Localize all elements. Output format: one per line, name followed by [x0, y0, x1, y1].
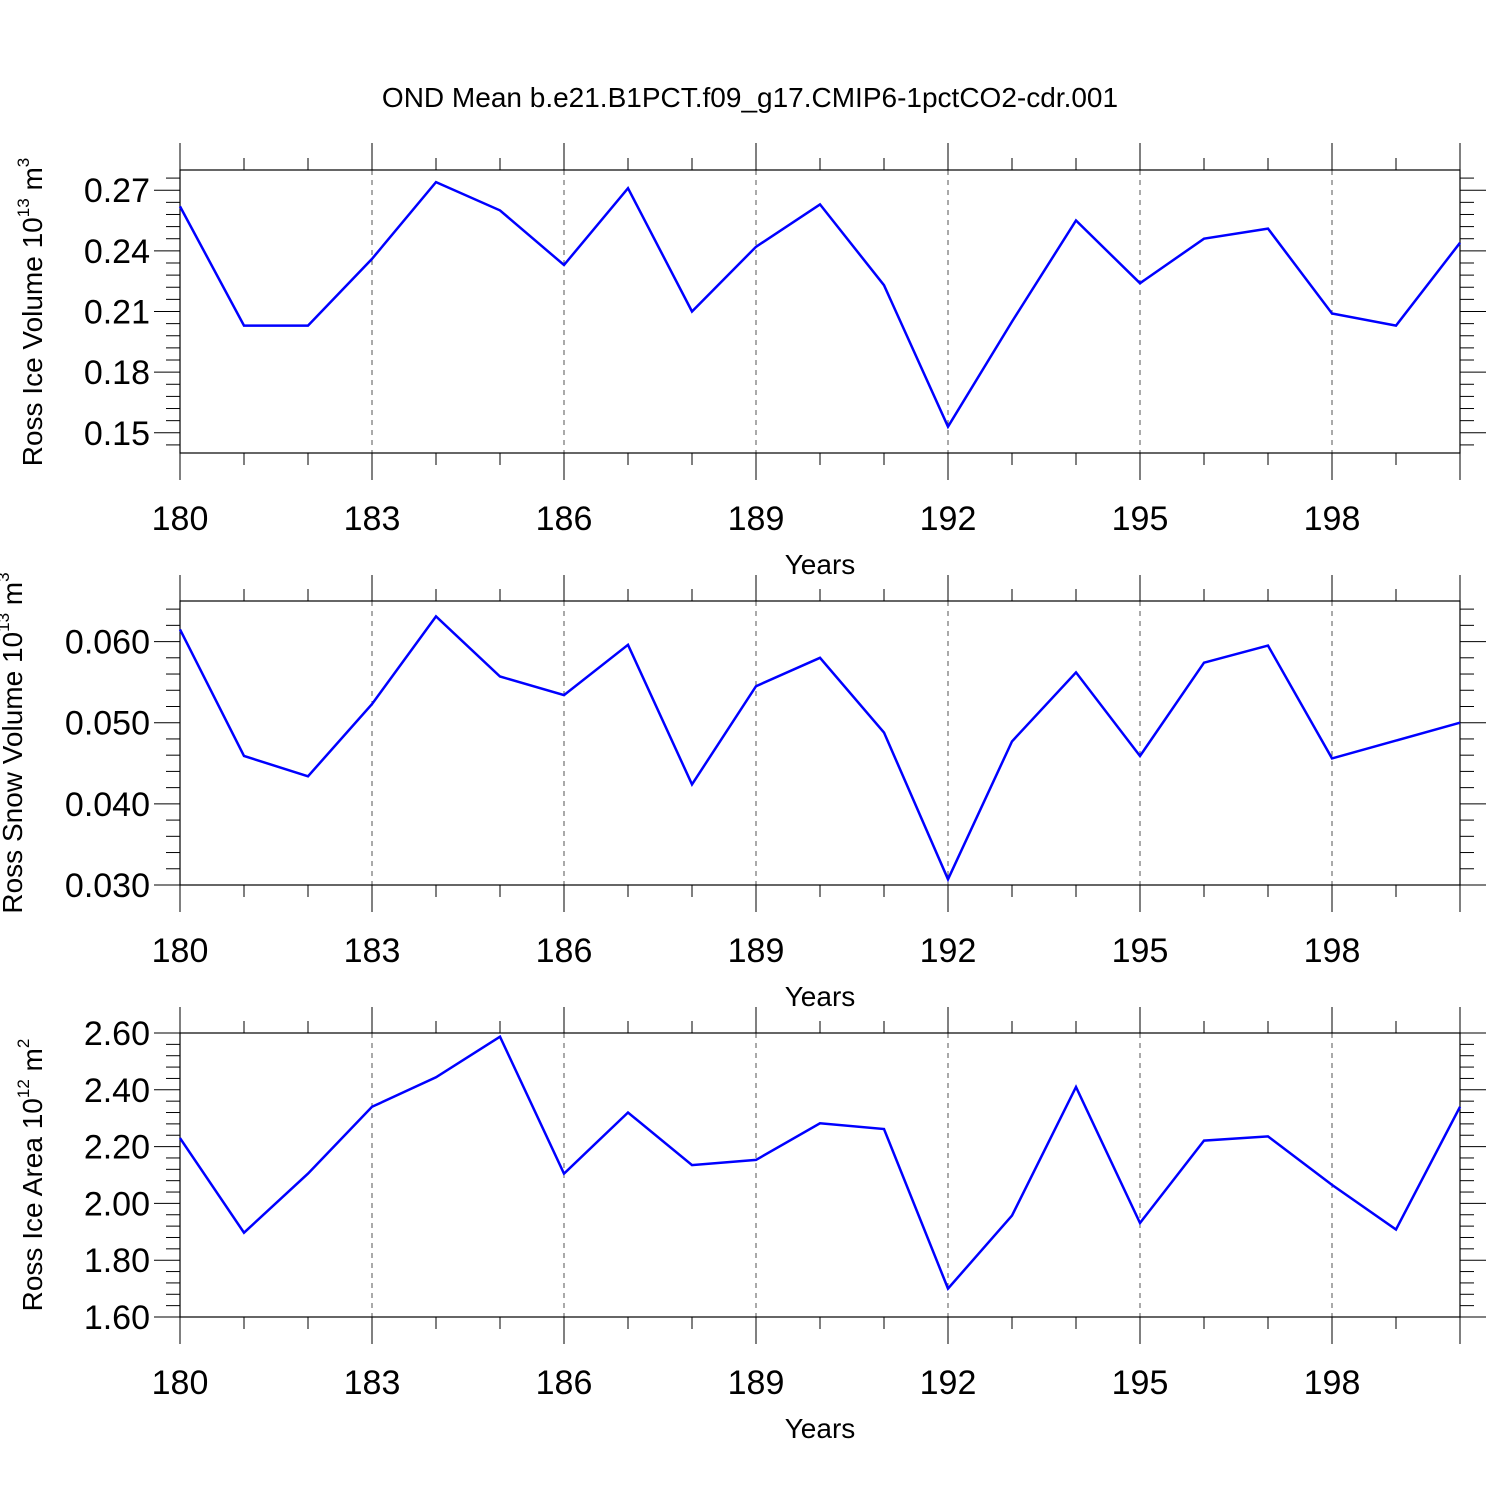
series-line	[178, 180, 1461, 430]
figure-title: OND Mean b.e21.B1PCT.f09_g17.CMIP6-1pctC…	[382, 82, 1118, 113]
y-axis-label: Ross Ice Area 1012 m2	[14, 1039, 48, 1312]
panel-2: 180 183 186 189 192 195 198 Years 0.030 0.040 0.05…	[0, 572, 1486, 1012]
y-tick-label: 0.050	[65, 705, 150, 743]
y-tick-label: 2.40	[84, 1072, 150, 1110]
y-axis-label: Ross Ice Volume 1013 m3	[14, 158, 48, 467]
panel-3: 180 183 186 189 192 195 198 Years 1.60 1.80 2.00 2.…	[14, 1007, 1486, 1444]
y-tick-label: 0.030	[65, 867, 150, 905]
x-axis-label: Years	[785, 549, 856, 580]
x-tick-label: 189	[728, 932, 785, 970]
x-tick-label: 180	[152, 1364, 209, 1402]
y-tick-label: 0.21	[84, 294, 150, 332]
y-tick-label: 0.24	[84, 233, 150, 271]
x-tick-label: 195	[1112, 1364, 1169, 1402]
panel-1: 180 183 186 189 192 195 198 Years 0.15 0.18 0.21 0.…	[14, 143, 1486, 580]
x-tick-label: 198	[1304, 1364, 1361, 1402]
panels: 180 183 186 189 192 195 198 Years 0.15 0.18 0.21 0.…	[0, 143, 1486, 1444]
y-tick-label: 2.00	[84, 1185, 150, 1223]
x-tick-label: 189	[728, 500, 785, 538]
x-tick-label: 186	[536, 500, 593, 538]
y-tick-label: 0.18	[84, 354, 150, 392]
series-line	[178, 1034, 1462, 1291]
y-tick-label: 1.80	[84, 1242, 150, 1280]
x-tick-label: 189	[728, 1364, 785, 1402]
x-tick-label: 183	[344, 932, 401, 970]
x-tick-label: 186	[536, 1364, 593, 1402]
x-tick-label: 186	[536, 932, 593, 970]
x-tick-label: 195	[1112, 500, 1169, 538]
x-tick-label: 195	[1112, 932, 1169, 970]
y-axis-label: Ross Snow Volume 1013 m3	[0, 572, 28, 913]
y-tick-label: 2.20	[84, 1129, 150, 1167]
x-axis-label: Years	[785, 981, 856, 1012]
x-tick-label: 198	[1304, 500, 1361, 538]
x-axis-label: Years	[785, 1413, 856, 1444]
y-tick-label: 0.27	[84, 172, 150, 210]
series-line	[178, 614, 1461, 883]
x-tick-label: 192	[920, 932, 977, 970]
x-tick-label: 192	[920, 500, 977, 538]
x-tick-label: 183	[344, 500, 401, 538]
x-tick-label: 180	[152, 500, 209, 538]
y-tick-label: 0.15	[84, 415, 150, 453]
y-tick-label: 2.60	[84, 1015, 150, 1053]
y-tick-label: 1.60	[84, 1299, 150, 1337]
x-tick-label: 180	[152, 932, 209, 970]
x-tick-label: 183	[344, 1364, 401, 1402]
y-tick-label: 0.040	[65, 786, 150, 824]
x-tick-label: 192	[920, 1364, 977, 1402]
y-tick-label: 0.060	[65, 624, 150, 662]
x-tick-label: 198	[1304, 932, 1361, 970]
